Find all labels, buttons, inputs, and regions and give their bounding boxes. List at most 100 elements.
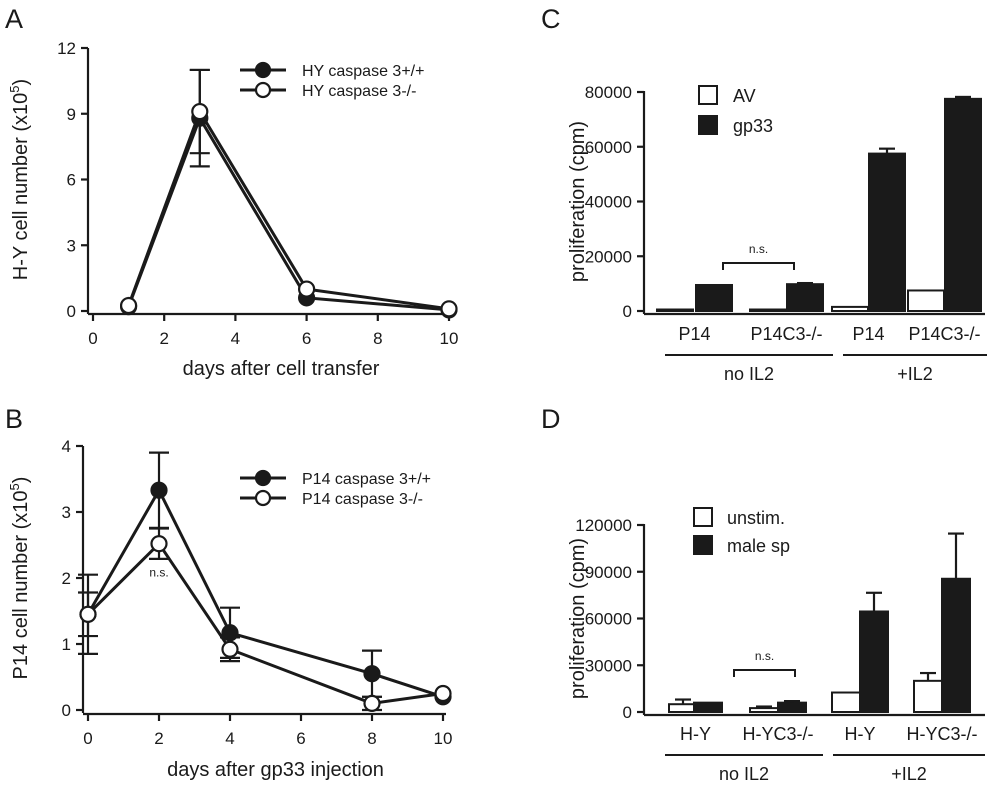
y-tick-label: 12 bbox=[57, 39, 76, 58]
bar-2 bbox=[944, 97, 982, 312]
data-point-2 bbox=[150, 535, 168, 553]
y-tick-label: 0 bbox=[67, 302, 76, 321]
legend-label: P14 caspase 3-/- bbox=[302, 491, 423, 508]
y-axis-label: proliferation (cpm) bbox=[567, 538, 589, 699]
panel-letter: A bbox=[5, 4, 23, 34]
category-label: P14C3-/- bbox=[908, 324, 980, 344]
y-tick-label: 30000 bbox=[585, 656, 632, 675]
bar-2 bbox=[859, 610, 889, 713]
data-point-2 bbox=[191, 102, 209, 121]
y-tick-label: 0 bbox=[62, 701, 71, 720]
bar-1 bbox=[668, 703, 698, 713]
y-tick-label: 6 bbox=[67, 171, 76, 190]
legend-marker bbox=[254, 489, 272, 507]
legend-swatch bbox=[693, 535, 713, 555]
group-label: +IL2 bbox=[897, 364, 933, 384]
y-tick-label: 2 bbox=[62, 569, 71, 588]
x-tick-label: 4 bbox=[225, 729, 234, 748]
legend-swatch bbox=[698, 115, 718, 135]
bar-1 bbox=[831, 691, 861, 713]
category-label: H-YC3-/- bbox=[907, 724, 978, 744]
category-label: P14 bbox=[852, 324, 884, 344]
bar-1 bbox=[656, 308, 694, 312]
x-tick-label: 10 bbox=[440, 329, 459, 348]
bar-1 bbox=[749, 308, 787, 312]
data-point-1 bbox=[150, 481, 168, 499]
category-label: P14C3-/- bbox=[750, 324, 822, 344]
x-tick-label: 6 bbox=[296, 729, 305, 748]
legend-swatch bbox=[698, 85, 718, 105]
x-tick-label: 0 bbox=[88, 329, 97, 348]
group-label: +IL2 bbox=[891, 764, 927, 784]
data-point-2 bbox=[221, 640, 239, 658]
data-point-2 bbox=[434, 684, 452, 703]
bar-1 bbox=[749, 707, 779, 714]
ns-annotation: n.s. bbox=[149, 565, 168, 579]
panel-letter: D bbox=[541, 404, 561, 434]
y-tick-label: 90000 bbox=[585, 563, 632, 582]
bar-2 bbox=[777, 701, 807, 714]
x-axis-label: days after gp33 injection bbox=[167, 759, 384, 781]
bar-1 bbox=[907, 289, 945, 312]
y-tick-label: 9 bbox=[67, 105, 76, 124]
x-tick-label: 2 bbox=[159, 329, 168, 348]
category-label: H-Y bbox=[845, 724, 876, 744]
x-tick-label: 0 bbox=[83, 729, 92, 748]
data-point-2 bbox=[298, 280, 316, 298]
series-line-1 bbox=[127, 114, 450, 312]
y-tick-label: 1 bbox=[62, 635, 71, 654]
data-point-2 bbox=[120, 296, 138, 315]
x-tick-label: 6 bbox=[302, 329, 311, 348]
legend-marker bbox=[254, 469, 272, 487]
x-tick-label: 2 bbox=[154, 729, 163, 748]
panel-d: D 0 30000 60000 90000 120000 proliferation (cp… bbox=[541, 404, 985, 784]
x-tick-label: 8 bbox=[367, 729, 376, 748]
x-axis-label: days after cell transfer bbox=[183, 358, 380, 380]
series-line-2 bbox=[127, 108, 450, 311]
y-tick-label: 0 bbox=[623, 703, 632, 722]
x-tick-label: 4 bbox=[231, 329, 240, 348]
ns-bracket bbox=[722, 262, 795, 270]
panel-c: C 0 20000 40000 60000 80000 proliferation (cpm… bbox=[541, 4, 987, 384]
legend-label: gp33 bbox=[733, 116, 773, 136]
bar-1 bbox=[913, 679, 943, 713]
x-tick-label: 10 bbox=[434, 729, 453, 748]
ns-annotation: n.s. bbox=[755, 649, 774, 663]
category-label: H-Y bbox=[680, 724, 711, 744]
legend-label: male sp bbox=[727, 536, 790, 556]
panel-b: B 0 1 2 3 4 0 2 4 6 8 10 days after gp33 injection P1… bbox=[5, 404, 452, 781]
y-tick-label: 60000 bbox=[585, 138, 632, 157]
y-axis-label: H-Y cell number (x105) bbox=[7, 79, 32, 280]
y-tick-label: 4 bbox=[62, 437, 71, 456]
legend-label: P14 caspase 3+/+ bbox=[302, 471, 431, 488]
y-tick-label: 3 bbox=[62, 503, 71, 522]
panel-letter: C bbox=[541, 4, 561, 34]
group-label: no IL2 bbox=[719, 764, 769, 784]
data-point-2 bbox=[79, 605, 97, 623]
legend-label: AV bbox=[733, 86, 756, 106]
series-line-1 bbox=[86, 487, 444, 699]
bar-2 bbox=[941, 577, 971, 714]
bar-2 bbox=[695, 283, 733, 312]
legend-swatch bbox=[693, 507, 713, 527]
legend-marker bbox=[254, 81, 272, 99]
legend-label: unstim. bbox=[727, 508, 785, 528]
category-label: P14 bbox=[678, 324, 710, 344]
y-tick-label: 60000 bbox=[585, 610, 632, 629]
legend-label: HY caspase 3-/- bbox=[302, 83, 416, 100]
data-point-1 bbox=[363, 665, 381, 683]
y-axis-label: P14 cell number (x105) bbox=[7, 477, 32, 680]
y-tick-label: 3 bbox=[67, 236, 76, 255]
legend-label: HY caspase 3+/+ bbox=[302, 63, 424, 80]
bar-2 bbox=[693, 701, 723, 714]
data-point-2 bbox=[363, 694, 381, 713]
data-point-1 bbox=[221, 624, 239, 642]
x-tick-label: 8 bbox=[373, 329, 382, 348]
ns-bracket bbox=[733, 669, 796, 677]
bar-2 bbox=[868, 152, 906, 312]
bar-2 bbox=[786, 283, 824, 312]
y-tick-label: 20000 bbox=[585, 247, 632, 266]
panel-a: A 0 3 6 9 12 0 2 4 6 8 10 days after cell transfer H-… bbox=[5, 4, 458, 380]
legend-marker bbox=[254, 61, 272, 79]
